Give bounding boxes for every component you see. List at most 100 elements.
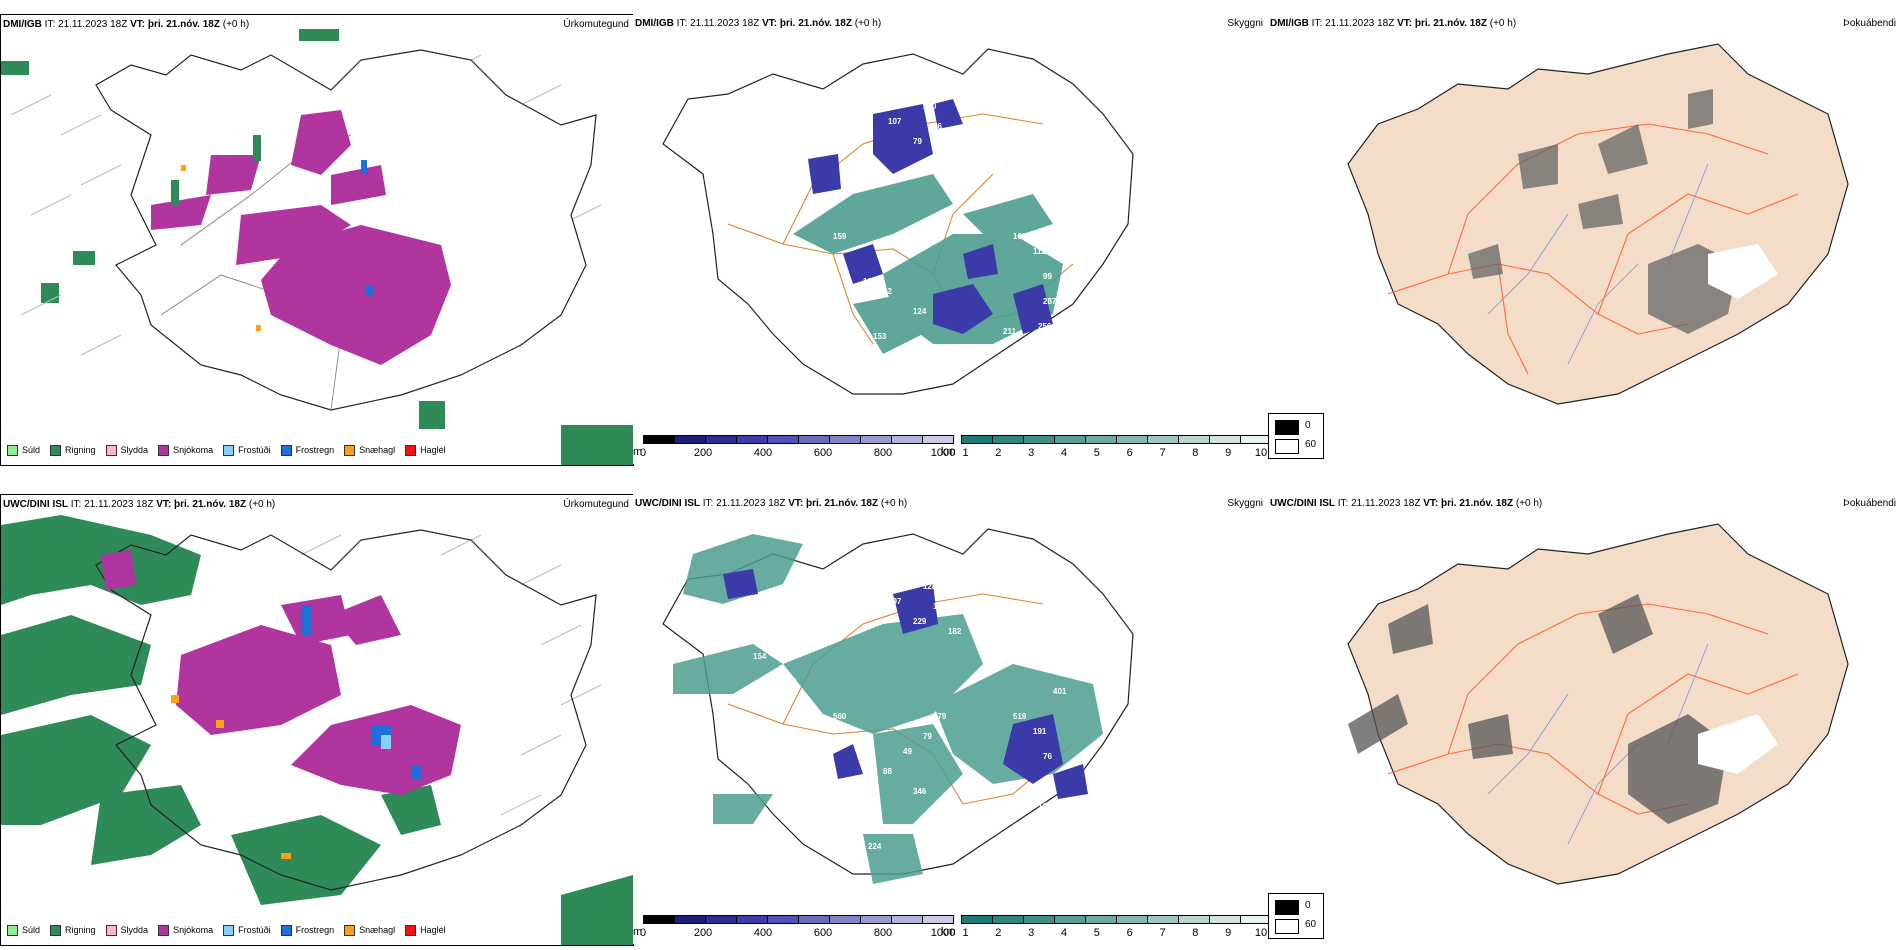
colorbar-cell: [675, 435, 706, 444]
precip-legend: Súld Rigning Slydda Snjókoma Frostúði Frostre…: [7, 443, 456, 457]
legend-swatch: [223, 924, 235, 936]
colorbar-cell: [1055, 915, 1086, 924]
colorbar-tick: 1000: [930, 927, 956, 939]
visibility-labels-row2: 128 300 197 116 126 229 182 209 142 172 154 584 560 2…: [753, 562, 1067, 871]
colorbar-tick: 5: [1093, 447, 1100, 459]
colorbar-cell: [1117, 915, 1148, 924]
visibility-value-label: 159: [833, 232, 847, 241]
colorbar-tick: 4: [1060, 927, 1068, 939]
legend-item: Snjókoma: [158, 923, 213, 937]
colorbar-tick: 200: [693, 927, 713, 939]
precip-map-row2[interactable]: [1, 495, 633, 945]
legend-label: Snæhagl: [359, 925, 396, 935]
visibility-value-label: 256: [1038, 322, 1052, 331]
colorbar-tick: 4: [1060, 447, 1068, 459]
visibility-value-label: 351: [793, 347, 807, 356]
colorbar-cell: [830, 435, 861, 444]
visibility-value-label: 140: [1058, 332, 1072, 341]
colorbar-tick: 6: [1126, 927, 1133, 939]
legend-item: Frostregn: [280, 443, 334, 457]
visibility-value-label: 474: [1053, 207, 1067, 216]
colorbar-tick: 400: [753, 447, 773, 459]
vt-label: VT:: [156, 499, 172, 510]
legend-item: Haglél: [405, 923, 446, 937]
model-name: DMI/IGB: [635, 18, 674, 29]
legend-swatch: [50, 924, 62, 936]
colorbar-cell: [1210, 435, 1241, 444]
visibility-value-label: 83: [993, 172, 1002, 181]
legend-swatch: [158, 444, 170, 456]
visibility-labels-row1: 280 65 107 96 29 79 55 116 59 83 108 31 159 57 474 103 1…: [753, 82, 1072, 391]
visibility-value-label: 584: [783, 677, 797, 686]
visibility-value-label: 560: [833, 712, 847, 721]
colorbar-cell: [861, 435, 892, 444]
colorbar-cell: [799, 435, 830, 444]
legend-label: Snæhagl: [359, 445, 396, 455]
visibility-value-label: 92: [1043, 777, 1052, 786]
visibility-value-label: 519: [1013, 712, 1027, 721]
fog-map-row1[interactable]: [1268, 14, 1900, 464]
legend-item: Rigning: [50, 923, 96, 937]
visibility-value-label: 552: [793, 827, 807, 836]
precip-map-row1[interactable]: [1, 15, 633, 465]
visibility-value-label: 116: [933, 602, 946, 611]
visibility-m-colorbar-row2: [643, 915, 954, 924]
visibility-value-label: 76: [1043, 752, 1052, 761]
fog-high-swatch: [1275, 420, 1299, 435]
legend-swatch: [7, 924, 18, 936]
legend-swatch: [405, 444, 417, 456]
it-label: IT:: [676, 18, 688, 29]
colorbar-tick: 0: [639, 447, 647, 459]
colorbar-tick: 400: [753, 927, 773, 939]
legend-swatch: [105, 924, 117, 936]
vt-label: VT:: [1423, 498, 1439, 509]
colorbar-cell: [737, 435, 768, 444]
visibility-value-label: 59: [1023, 82, 1032, 91]
km-unit: km: [941, 926, 956, 938]
visibility-value-label: 142: [1023, 562, 1037, 571]
colorbar-cell: [961, 915, 993, 924]
it-value: 21.11.2023 18Z: [1351, 498, 1421, 509]
fog-panel-row1: DMI/IGB IT: 21.11.2023 18Z VT: þri. 21.n…: [1268, 14, 1900, 464]
colorbar-tick: 0: [639, 927, 647, 939]
legend-item: Súld: [7, 443, 40, 457]
model-name: DMI/IGB: [3, 19, 42, 30]
panel-header: DMI/IGB IT: 21.11.2023 18Z VT: þri. 21.n…: [635, 18, 881, 29]
visibility-value-label: 137: [808, 382, 822, 391]
visibility-value-label: 104: [863, 757, 877, 766]
visibility-value-label: 211: [1003, 327, 1016, 336]
precip-legend: Súld Rigning Slydda Snjókoma Frostúði Frostre…: [7, 923, 456, 937]
colorbar-cell: [643, 435, 675, 444]
colorbar-cell: [993, 915, 1024, 924]
visibility-value-label: 154: [753, 652, 767, 661]
fog-map-row2[interactable]: [1268, 494, 1900, 944]
forecast-offset: (+0 h): [854, 18, 882, 29]
colorbar-cell: [799, 915, 830, 924]
fog-high-label: 0: [1305, 900, 1311, 911]
visibility-value-label: 96: [933, 122, 942, 131]
it-value: 21.11.2023 18Z: [58, 19, 128, 30]
it-label: IT:: [70, 499, 82, 510]
colorbar-tick: 5: [1093, 927, 1100, 939]
visibility-value-label: 209: [1003, 627, 1017, 636]
colorbar-tick: 200: [693, 447, 713, 459]
panel-header: UWC/DINI ISL IT: 21.11.2023 18Z VT: þri.…: [3, 499, 275, 510]
visibility-value-label: 100: [868, 362, 882, 371]
colorbar-cell: [1148, 435, 1179, 444]
visibility-value-label: 126: [973, 612, 987, 621]
vt-value: þri. 21.nóv. 18Z: [806, 498, 879, 509]
legend-item: Rigning: [50, 443, 96, 457]
colorbar-tick: 3: [1028, 447, 1035, 459]
panel-header: DMI/IGB IT: 21.11.2023 18Z VT: þri. 21.n…: [3, 19, 249, 30]
fog-legend-row1: 0 60: [1268, 413, 1324, 459]
legend-label: Slydda: [120, 925, 149, 935]
colorbar-tick: 7: [1159, 927, 1166, 939]
colorbar-tick: 8: [1192, 927, 1199, 939]
visibility-m-colorbar-row1: [643, 435, 954, 444]
fog-low-swatch: [1275, 919, 1299, 934]
m-unit: m: [633, 926, 643, 938]
panel-title: Þokuábendi: [1843, 498, 1896, 509]
visibility-value-label: 738: [808, 862, 822, 871]
